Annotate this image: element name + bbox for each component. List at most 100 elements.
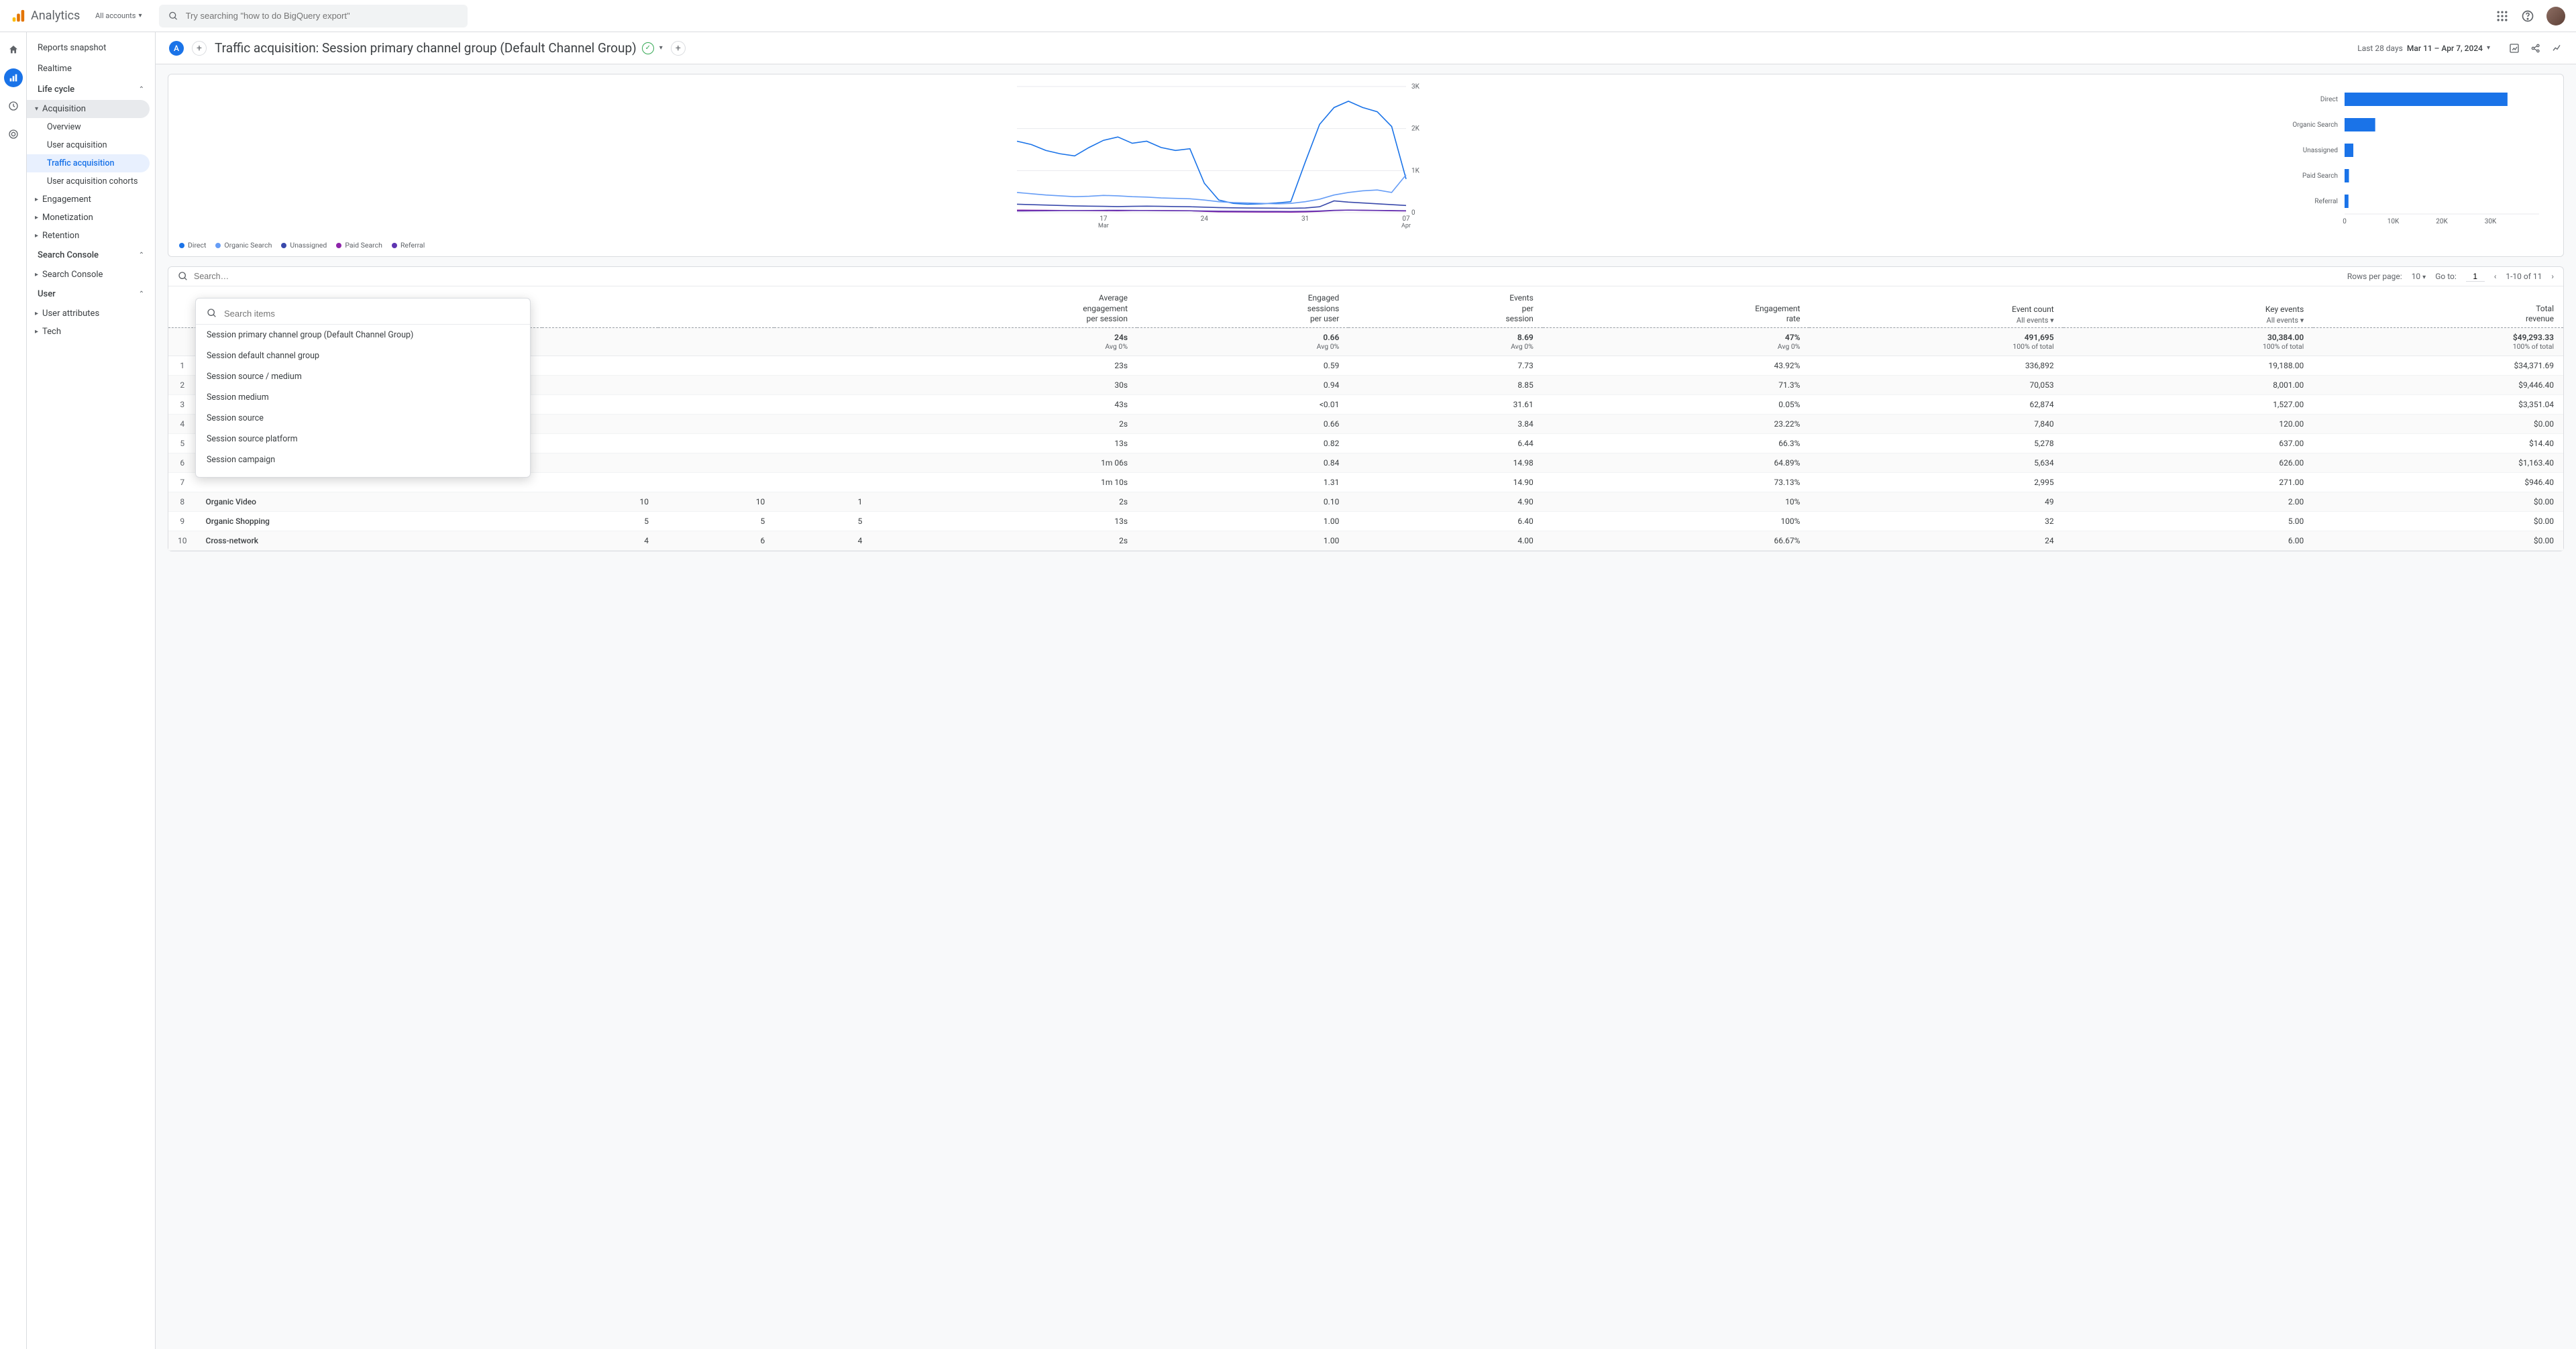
reports-icon[interactable]	[4, 68, 23, 87]
comparison-chip[interactable]: A	[169, 41, 184, 56]
sidebar-group[interactable]: ▸Monetization	[27, 209, 150, 227]
legend-dot-icon	[179, 243, 184, 248]
table-search[interactable]	[178, 271, 2341, 282]
dimension-dropdown[interactable]: Session primary channel group (Default C…	[195, 298, 531, 478]
bar-chart-panel: Direct Organic Search Unassigned Paid Searc…	[2271, 81, 2553, 252]
svg-text:Paid Search: Paid Search	[2302, 172, 2338, 180]
dimension-option[interactable]: Session campaign	[196, 449, 530, 470]
sidebar-link[interactable]: Realtime	[27, 58, 155, 79]
dimension-option[interactable]: Session source / medium	[196, 366, 530, 387]
analytics-logo-icon	[11, 9, 25, 23]
legend-dot-icon	[281, 243, 286, 248]
dimension-option[interactable]: Session source	[196, 408, 530, 429]
account-label: All accounts	[95, 11, 136, 20]
report-header: A + Traffic acquisition: Session primary…	[156, 32, 2576, 64]
sidebar-item[interactable]: User acquisition	[27, 136, 150, 154]
main-content: A + Traffic acquisition: Session primary…	[156, 32, 2576, 1349]
dimension-option[interactable]: Session default channel group	[196, 345, 530, 366]
prev-page-button[interactable]: ‹	[2494, 272, 2497, 281]
dimension-option[interactable]: Session source platform	[196, 429, 530, 449]
product-logo[interactable]: Analytics	[11, 9, 85, 23]
table-row[interactable]: 9Organic Shopping55513s1.006.40100%325.0…	[168, 511, 2563, 531]
customize-report-icon[interactable]	[2509, 43, 2520, 54]
legend-item[interactable]: Unassigned	[281, 241, 327, 250]
chevron-icon: ▾	[35, 105, 38, 113]
reports-sidebar: Reports snapshotRealtimeLife cycle⌃▾Acqu…	[27, 32, 156, 1349]
dimension-option[interactable]: Session medium	[196, 387, 530, 408]
sidebar-section-header[interactable]: User⌃	[27, 284, 155, 305]
line-chart-panel: 01K2K3K17Mar243107Apr DirectOrganic Sear…	[179, 81, 2257, 252]
user-avatar[interactable]	[2546, 7, 2565, 25]
sidebar-group[interactable]: ▸Engagement	[27, 191, 150, 209]
report-title-text: Traffic acquisition: Session primary cha…	[215, 40, 637, 56]
svg-text:10K: 10K	[2387, 218, 2400, 225]
global-search[interactable]	[159, 5, 468, 28]
share-icon[interactable]	[2530, 43, 2541, 54]
bar-chart: Direct Organic Search Unassigned Paid Searc…	[2271, 81, 2553, 229]
sidebar-group[interactable]: ▸Search Console	[27, 266, 150, 284]
svg-text:Unassigned: Unassigned	[2303, 147, 2338, 154]
legend-item[interactable]: Organic Search	[215, 241, 272, 250]
chart-legend: Direct Organic Search Unassigned Paid Searc…	[179, 238, 2257, 252]
svg-text:20K: 20K	[2436, 218, 2448, 225]
page-range-label: 1-10 of 11	[2506, 272, 2542, 281]
goto-label: Go to:	[2435, 272, 2457, 281]
sidebar-group[interactable]: ▸Tech	[27, 323, 150, 341]
add-dimension-button[interactable]: +	[671, 41, 686, 56]
account-selector[interactable]: All accounts ▾	[95, 11, 142, 20]
svg-text:Organic Search: Organic Search	[2292, 121, 2338, 129]
sidebar-item[interactable]: Traffic acquisition	[27, 154, 150, 172]
chevron-icon: ⌃	[139, 86, 144, 93]
sidebar-section-header[interactable]: Search Console⌃	[27, 245, 155, 266]
home-icon[interactable]	[4, 40, 23, 59]
sidebar-group[interactable]: ▸User attributes	[27, 305, 150, 323]
sidebar-group[interactable]: ▾Acquisition	[27, 100, 150, 118]
sidebar-link[interactable]: Reports snapshot	[27, 38, 155, 58]
rows-per-page-select[interactable]: 10 ▾	[2412, 272, 2426, 281]
chevron-icon: ⌃	[139, 290, 144, 298]
search-icon	[207, 308, 217, 319]
table-pagination: Rows per page: 10 ▾ Go to: ‹ 1-10 of 11 …	[2347, 272, 2554, 282]
verified-icon	[642, 42, 654, 54]
dimension-search	[196, 303, 530, 325]
date-preset-label: Last 28 days	[2357, 44, 2403, 53]
chevron-down-icon[interactable]: ▾	[659, 44, 663, 52]
svg-text:Direct: Direct	[2320, 96, 2338, 103]
table-search-input[interactable]	[194, 272, 328, 281]
goto-input[interactable]	[2466, 272, 2485, 282]
dimension-option[interactable]: Session primary channel group (Default C…	[196, 325, 530, 345]
sidebar-item[interactable]: User acquisition cohorts	[27, 172, 150, 191]
search-icon	[178, 271, 189, 282]
sidebar-group[interactable]: ▸Retention	[27, 227, 150, 245]
chevron-icon: ▸	[35, 271, 38, 278]
product-name: Analytics	[31, 9, 80, 23]
table-row[interactable]: 8Organic Video101012s0.104.9010%492.00$0…	[168, 492, 2563, 511]
add-comparison-button[interactable]: +	[192, 41, 207, 56]
apps-grid-icon[interactable]	[2496, 9, 2509, 23]
insights-icon[interactable]	[2552, 43, 2563, 54]
legend-item[interactable]: Referral	[392, 241, 425, 250]
legend-item[interactable]: Direct	[179, 241, 206, 250]
next-page-button[interactable]: ›	[2551, 272, 2554, 281]
help-icon[interactable]	[2521, 9, 2534, 23]
chevron-icon: ▸	[35, 232, 38, 239]
chevron-icon: ⌃	[139, 252, 144, 259]
global-search-input[interactable]	[186, 11, 459, 21]
rows-per-page-label: Rows per page:	[2347, 272, 2402, 281]
table-row[interactable]: 10Cross-network4642s1.004.0066.67%246.00…	[168, 531, 2563, 550]
svg-text:17: 17	[1099, 215, 1108, 223]
legend-item[interactable]: Paid Search	[336, 241, 382, 250]
dimension-search-input[interactable]	[224, 309, 519, 319]
sidebar-section-header[interactable]: Life cycle⌃	[27, 79, 155, 100]
advertising-icon[interactable]	[4, 125, 23, 144]
svg-text:1K: 1K	[1411, 167, 1420, 174]
explore-icon[interactable]	[4, 97, 23, 115]
legend-dot-icon	[392, 243, 397, 248]
chevron-icon: ▸	[35, 214, 38, 221]
svg-text:0: 0	[1411, 209, 1415, 217]
svg-text:30K: 30K	[2485, 218, 2497, 225]
svg-text:0: 0	[2343, 218, 2347, 225]
svg-text:Referral: Referral	[2314, 197, 2338, 205]
date-range-picker[interactable]: Last 28 days Mar 11 – Apr 7, 2024 ▾	[2357, 44, 2490, 53]
sidebar-item[interactable]: Overview	[27, 118, 150, 136]
